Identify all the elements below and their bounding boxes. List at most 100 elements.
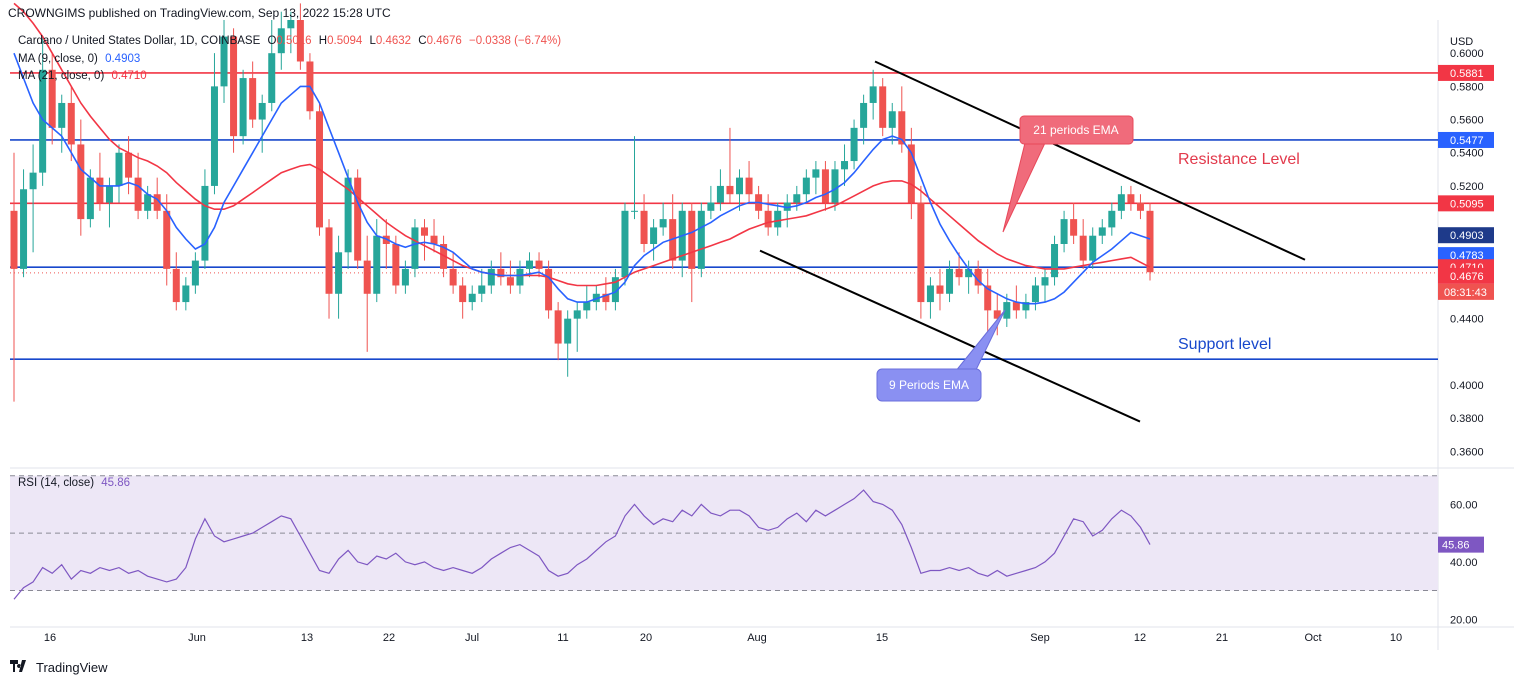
tradingview-logo[interactable]: TradingView — [10, 660, 108, 675]
candle-body — [525, 260, 533, 269]
candle-body — [726, 185, 734, 195]
ema9-callout-text: 9 Periods EMA — [889, 378, 969, 392]
time-tick-label: 15 — [876, 632, 888, 644]
candle-body — [955, 268, 963, 278]
ema9-callout-box — [876, 368, 982, 402]
ema21-callout-pointer — [1002, 142, 1046, 233]
close-value: 0.4676 — [426, 35, 462, 47]
rsi-panel: 60.00 40.00 20.00 45.86 — [10, 475, 1484, 626]
price-tick-label: 0.6000 — [1450, 48, 1484, 60]
candle-body — [802, 177, 810, 195]
ma9-value: 0.4903 — [105, 53, 141, 65]
price-badge — [1438, 195, 1494, 212]
candle-body — [774, 210, 782, 228]
price-badge-label: 0.4676 — [1450, 271, 1484, 283]
candle-body — [201, 185, 209, 261]
ma21-legend: MA (21, close, 0) 0.4710 — [18, 70, 151, 82]
candle-body — [163, 210, 171, 269]
candle-body — [535, 260, 543, 269]
candle-body — [879, 86, 887, 128]
candle-body — [1108, 210, 1116, 228]
ma21-value: 0.4710 — [111, 70, 147, 82]
candle-body — [86, 177, 94, 220]
candle-body — [783, 202, 791, 211]
time-tick-label: 21 — [1216, 632, 1228, 644]
close-label: C — [418, 35, 427, 47]
candle-body — [77, 144, 85, 220]
resistance-level-text: Resistance Level — [1178, 151, 1300, 168]
candle-body — [564, 318, 572, 344]
candle-body — [1012, 302, 1020, 311]
price-badge-label: 0.5095 — [1450, 198, 1484, 210]
candle-body — [583, 302, 591, 311]
ma9-line — [13, 52, 1151, 305]
candle-body — [392, 244, 400, 286]
symbol-name: Cardano / United States Dollar, 1D, COIN… — [18, 35, 261, 47]
candle-body — [296, 20, 304, 62]
candle-body — [965, 268, 973, 278]
candle-body — [984, 285, 992, 311]
candle-body — [860, 102, 868, 128]
candle-body — [449, 268, 457, 286]
price-tick-label: 0.4000 — [1450, 380, 1484, 392]
published-header: CROWNGIMS published on TradingView.com, … — [8, 6, 391, 20]
candle-body — [20, 189, 28, 269]
countdown-label: 08:31:43 — [1444, 287, 1487, 299]
candle-body — [468, 293, 476, 303]
time-tick-label: 20 — [640, 632, 652, 644]
candle-body — [430, 235, 438, 244]
candle-body — [516, 268, 524, 286]
candle-body — [29, 172, 37, 190]
tradingview-logo-text: TradingView — [36, 660, 108, 675]
low-label: L — [369, 35, 376, 47]
ema21-callout-box — [1019, 115, 1134, 145]
currency-label: USD — [1450, 36, 1473, 48]
support-level-text: Support level — [1178, 336, 1271, 353]
candle-body — [230, 36, 238, 137]
candle-body — [10, 210, 18, 269]
candle-body — [48, 69, 56, 128]
candle-body — [707, 202, 715, 211]
candle-body — [821, 169, 829, 203]
candle-body — [1079, 235, 1087, 261]
price-badge — [1438, 64, 1494, 81]
candle-body — [1003, 302, 1011, 319]
candle-body — [669, 219, 677, 261]
candle-body — [554, 310, 562, 344]
high-value: 0.5094 — [327, 35, 363, 47]
candle-body — [144, 194, 152, 211]
rsi-badge-label: 45.86 — [1442, 540, 1470, 552]
candle-body — [1146, 210, 1154, 273]
candle-body — [898, 111, 906, 145]
candle-body — [888, 111, 896, 128]
candle-body — [1117, 194, 1125, 211]
moving-averages — [13, 2, 1151, 305]
candle-body — [907, 144, 915, 203]
time-tick-label: Oct — [1304, 632, 1321, 644]
candle-body — [506, 277, 514, 286]
candle-body — [812, 169, 820, 178]
price-tick-label: 0.5800 — [1450, 81, 1484, 93]
candle-body — [344, 177, 352, 253]
rsi-line — [13, 489, 1151, 600]
candle-body — [602, 293, 610, 303]
candle-body — [487, 268, 495, 286]
candle-body — [96, 177, 104, 203]
candle-body — [1051, 244, 1059, 278]
price-badge-label: 0.4783 — [1450, 250, 1484, 262]
candle-body — [545, 268, 553, 311]
candle-body — [191, 260, 199, 286]
candle-body — [1060, 219, 1068, 244]
candle-body — [1127, 194, 1135, 203]
candle-body — [736, 177, 744, 195]
candle-body — [258, 102, 266, 120]
open-value: 0.5016 — [276, 35, 312, 47]
price-badge — [1438, 131, 1494, 148]
ma21-label: MA (21, close, 0) — [18, 70, 105, 82]
candle-body — [134, 177, 142, 211]
candle-body — [592, 293, 600, 303]
candle-body — [354, 177, 362, 261]
candle-body — [172, 268, 180, 303]
